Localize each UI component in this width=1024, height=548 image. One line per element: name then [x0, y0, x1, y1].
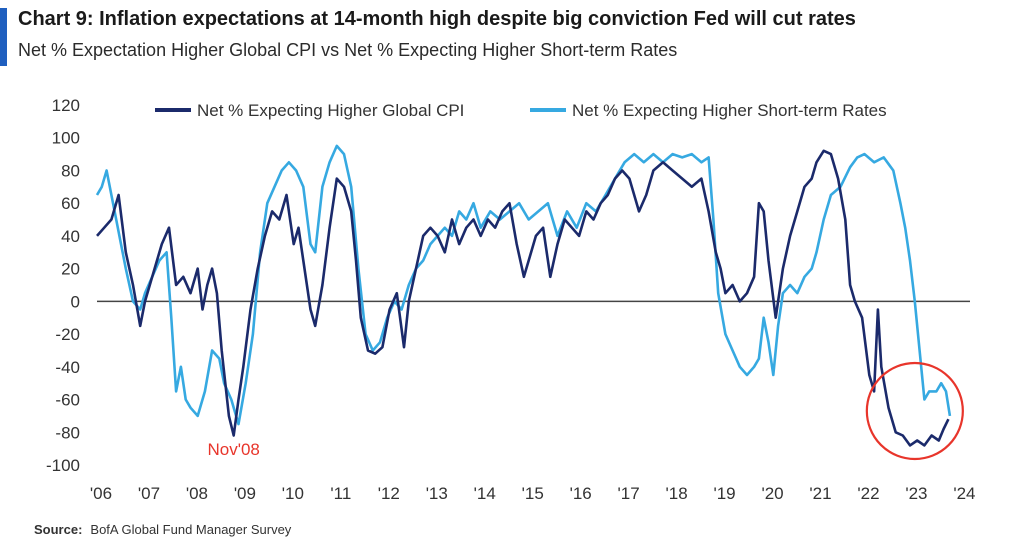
- annotations: Nov'08: [208, 361, 964, 461]
- y-tick-label: -40: [55, 358, 80, 377]
- x-tick-label: '18: [666, 484, 688, 503]
- series-lines: [95, 144, 952, 447]
- y-tick-label: -60: [55, 391, 80, 410]
- x-tick-label: '22: [857, 484, 879, 503]
- x-tick-label: '19: [713, 484, 735, 503]
- x-tick-label: '20: [761, 484, 783, 503]
- source-note: Source: BofA Global Fund Manager Survey: [34, 522, 291, 537]
- title-accent-bar: [0, 8, 7, 66]
- y-tick-label: 80: [61, 161, 80, 180]
- y-tick-label: 20: [61, 260, 80, 279]
- y-tick-label: 40: [61, 227, 80, 246]
- x-tick-label: '23: [905, 484, 927, 503]
- y-tick-label: 0: [71, 292, 80, 311]
- y-tick-label: -80: [55, 423, 80, 442]
- legend-label: Net % Expecting Higher Short-term Rates: [572, 101, 887, 120]
- y-tick-label: -20: [55, 325, 80, 344]
- chart-subtitle: Net % Expectation Higher Global CPI vs N…: [18, 40, 678, 60]
- x-tick-label: '21: [809, 484, 831, 503]
- source-label: Source:: [34, 522, 83, 537]
- legend: Net % Expecting Higher Global CPI Net % E…: [155, 101, 887, 120]
- x-tick-label: '07: [138, 484, 160, 503]
- x-tick-label: '08: [186, 484, 208, 503]
- series-line: [96, 149, 950, 447]
- x-tick-label: '14: [474, 484, 496, 503]
- x-tick-label: '15: [522, 484, 544, 503]
- x-tick-label: '17: [618, 484, 640, 503]
- x-tick-label: '12: [378, 484, 400, 503]
- x-tick-label: '09: [234, 484, 256, 503]
- legend-label: Net % Expecting Higher Global CPI: [197, 101, 464, 120]
- chart-title: Chart 9: Inflation expectations at 14-mo…: [18, 8, 856, 30]
- x-tick-label: '10: [282, 484, 304, 503]
- y-tick-label: 60: [61, 194, 80, 213]
- x-tick-label: '16: [570, 484, 592, 503]
- x-tick-label: '13: [426, 484, 448, 503]
- x-tick-label: '11: [330, 484, 351, 503]
- source-text: BofA Global Fund Manager Survey: [90, 522, 292, 537]
- highlight-circle: [865, 361, 964, 461]
- x-axis-ticks: '06 '07 '08 '09 '10 '11 '12 '13 '14 '15 '16 '17 '18 '…: [90, 484, 976, 503]
- y-tick-label: 100: [52, 129, 80, 148]
- y-tick-label: 120: [52, 96, 80, 115]
- x-tick-label: '24: [953, 484, 975, 503]
- y-tick-label: -100: [46, 456, 80, 475]
- annotation-label: Nov'08: [208, 440, 260, 459]
- x-tick-label: '06: [90, 484, 112, 503]
- y-axis-ticks: -100 -80 -60 -40 -20 0 20 40 60 80 100 120: [46, 96, 80, 475]
